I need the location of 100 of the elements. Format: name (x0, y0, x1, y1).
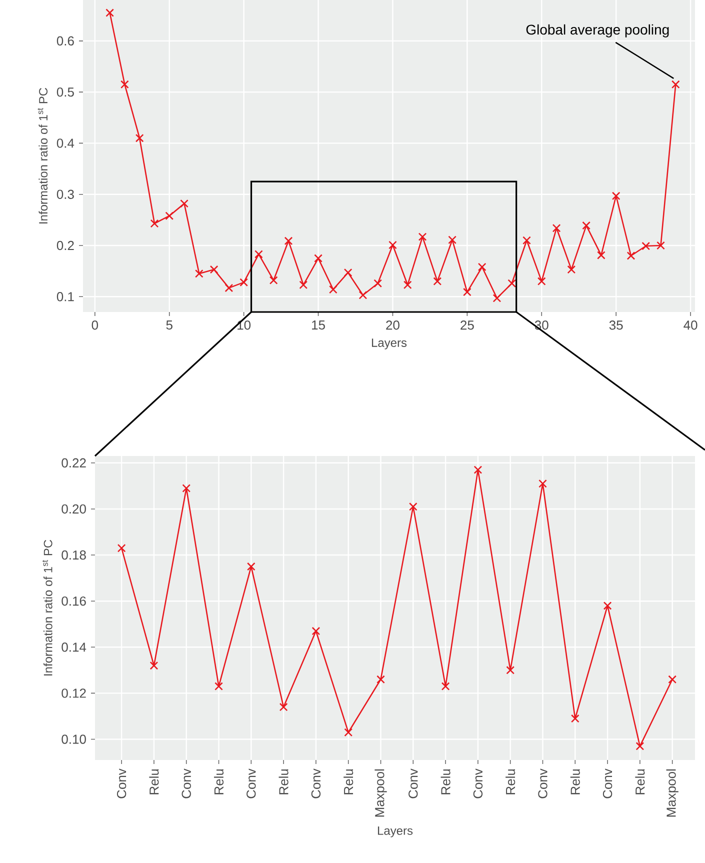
x-tick-label: Relu (506, 769, 516, 794)
y-tick-label: 0.18 (62, 550, 86, 560)
y-tick-label: 0.14 (62, 642, 86, 652)
point (582, 221, 590, 230)
point (462, 288, 472, 296)
y-tick-label: 0.2 (56, 240, 74, 250)
point (433, 277, 442, 286)
x-tick-label: Relu (149, 769, 159, 794)
point (403, 280, 412, 290)
x-tick-label: Relu (344, 769, 354, 794)
point (603, 602, 612, 610)
y-tick-label: 0.10 (62, 734, 86, 744)
x-tick-label: Conv (602, 768, 612, 798)
x-tick-label: Relu (214, 769, 224, 794)
x-tick-label: Relu (278, 769, 288, 794)
point (314, 254, 322, 262)
point (626, 252, 636, 260)
y-tick-label: 0.22 (62, 458, 86, 468)
point (538, 479, 547, 488)
x-tick-label: 15 (312, 320, 325, 330)
point (150, 661, 158, 670)
point (492, 294, 502, 302)
point (120, 80, 129, 89)
x-tick-label: Conv (311, 768, 321, 798)
point (106, 8, 114, 17)
point (150, 219, 159, 228)
y-tick-label: 0.3 (56, 190, 74, 199)
x-tick-label: 0 (92, 320, 98, 330)
point (269, 276, 278, 284)
point (418, 232, 427, 241)
y-tick-label: 0.4 (56, 138, 74, 148)
x-tick-label: Conv (538, 768, 548, 798)
x-tick-label: Conv (473, 768, 483, 798)
x-tick-label: 35 (609, 320, 623, 330)
x-tick-label: Maxpool (374, 769, 387, 817)
x-tick-label: 40 (684, 320, 698, 330)
point (656, 241, 665, 250)
point (246, 562, 256, 571)
point (671, 80, 680, 89)
point (552, 224, 561, 232)
x-axis-title: Layers (378, 826, 413, 838)
point (567, 265, 576, 274)
x-tick-label: Conv (246, 768, 256, 798)
point (194, 269, 204, 278)
point (597, 251, 606, 260)
point (299, 280, 308, 290)
point (441, 682, 450, 690)
point (182, 484, 191, 492)
y-tick-label: 0.6 (56, 36, 74, 46)
x-tick-label: Relu (440, 769, 450, 794)
point (344, 728, 353, 737)
point (636, 742, 644, 750)
y-tick-label: 0.1 (56, 292, 74, 302)
point (388, 240, 397, 250)
point (358, 290, 368, 300)
x-axis-title: Layers (372, 338, 407, 350)
x-tick-label: Conv (116, 768, 126, 798)
y-tick-label: 0.12 (62, 688, 86, 698)
point (214, 682, 223, 690)
point (210, 265, 218, 274)
x-tick-label: Maxpool (666, 769, 678, 817)
point (254, 250, 263, 258)
point (474, 466, 482, 474)
y-axis-title: Information ratio of 1$^{st}$ PC (42, 540, 52, 676)
point (376, 675, 385, 684)
point (135, 134, 144, 142)
point (522, 236, 531, 245)
point (117, 544, 126, 552)
point (240, 278, 248, 287)
x-tick-label: Conv (182, 768, 191, 798)
point (165, 212, 174, 220)
x-tick-label: 5 (166, 320, 172, 330)
point (408, 502, 418, 511)
annotation: Global average pooling (526, 24, 669, 38)
point (180, 199, 188, 208)
x-tick-label: Relu (635, 769, 645, 794)
point (506, 666, 515, 674)
point (284, 236, 293, 246)
point (508, 279, 516, 288)
x-tick-label: 10 (238, 320, 251, 330)
point (478, 262, 486, 272)
point (328, 285, 338, 294)
y-tick-label: 0.16 (62, 596, 86, 606)
y-axis-title: Information ratio of 1$^{st}$ PC (38, 88, 48, 224)
y-tick-label: 0.5 (56, 87, 74, 97)
x-tick-label: Relu (570, 769, 580, 794)
point (279, 702, 288, 712)
point (612, 192, 620, 200)
point (642, 242, 650, 250)
point (312, 626, 320, 636)
x-tick-label: 30 (534, 320, 548, 330)
point (537, 277, 546, 286)
x-tick-label: 20 (386, 320, 400, 330)
point (668, 675, 677, 684)
point (224, 284, 234, 292)
x-tick-label: Conv (408, 768, 418, 798)
point (570, 714, 580, 723)
x-tick-label: 25 (460, 320, 474, 330)
point (374, 279, 382, 288)
point (344, 268, 352, 277)
